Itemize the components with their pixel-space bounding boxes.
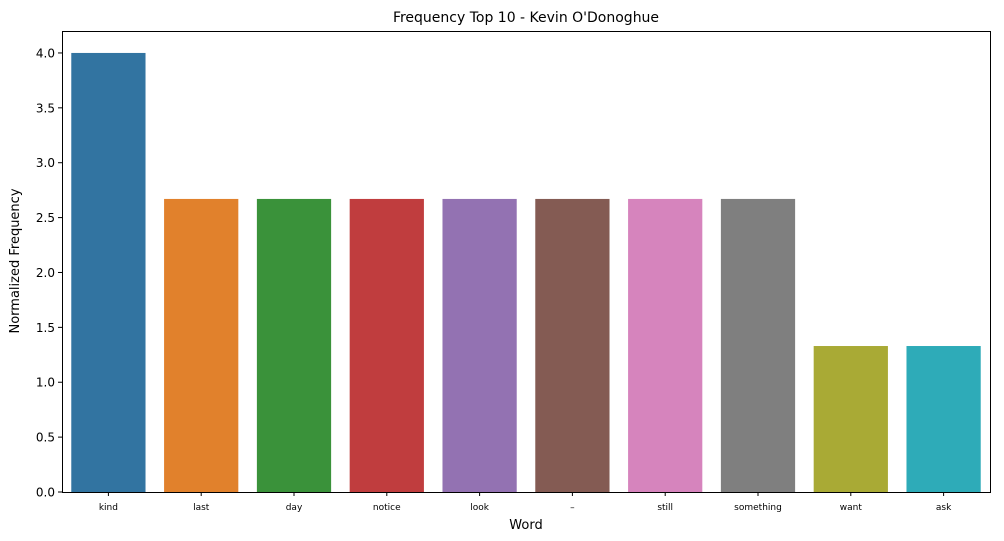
y-axis: 0.0 0.5 1.0 1.5 2.0 2.5 3.0 3.5 4.0 — [36, 46, 62, 500]
bar-6 — [628, 198, 703, 492]
bar-3 — [349, 198, 424, 492]
bar-7 — [720, 198, 796, 492]
y-tick-label: 0.0 — [36, 486, 55, 500]
x-tick-label: – — [570, 503, 575, 513]
plot-frame — [62, 31, 991, 493]
x-tick-label: kind — [99, 503, 118, 513]
x-tick-label: something — [734, 503, 782, 513]
y-tick-label: 4.0 — [36, 46, 55, 60]
bar-2 — [256, 198, 332, 492]
bar-0 — [71, 52, 146, 492]
bar-9 — [906, 346, 981, 492]
x-tick-label: day — [286, 503, 303, 513]
y-tick-label: 3.5 — [36, 101, 55, 115]
bars-group — [71, 52, 981, 492]
chart-title: Frequency Top 10 - Kevin O'Donoghue — [393, 10, 659, 26]
x-axis: kind last day notice look – still something want… — [99, 492, 952, 513]
x-tick-label: last — [193, 503, 210, 513]
bar-1 — [164, 198, 239, 492]
x-axis-label: Word — [509, 518, 542, 533]
y-tick-label: 3.0 — [36, 156, 55, 170]
x-tick-label: ask — [936, 503, 952, 513]
y-tick-label: 0.5 — [36, 431, 55, 445]
x-tick-label: want — [840, 503, 863, 513]
y-tick-label: 2.5 — [36, 211, 55, 225]
bar-8 — [813, 346, 888, 492]
bar-4 — [442, 198, 517, 492]
y-tick-label: 1.0 — [36, 376, 55, 390]
x-tick-label: still — [657, 503, 673, 513]
y-axis-label: Normalized Frequency — [8, 188, 23, 333]
bar-5 — [535, 198, 610, 492]
y-tick-label: 1.5 — [36, 321, 55, 335]
y-tick-label: 2.0 — [36, 266, 55, 280]
x-tick-label: notice — [373, 503, 401, 513]
x-tick-label: look — [470, 503, 490, 513]
